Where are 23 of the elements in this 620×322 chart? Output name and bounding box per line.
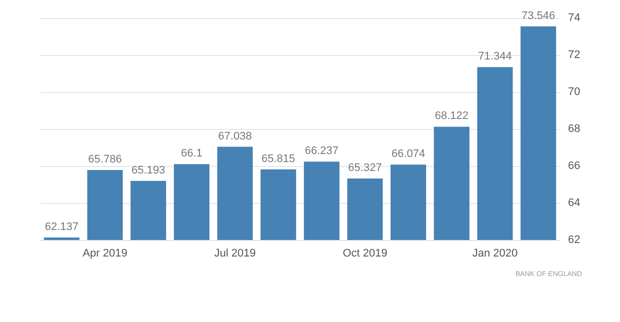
data-label: 67.038	[218, 130, 252, 142]
y-tick-label: 62	[568, 234, 580, 246]
data-label: 65.815	[262, 152, 296, 165]
data-label: 68.122	[434, 110, 468, 122]
data-label: 65.786	[88, 153, 122, 166]
x-tick-label: Jan 2020	[472, 248, 518, 260]
data-label: 66.074	[392, 148, 426, 160]
data-label: 65.193	[132, 164, 166, 176]
data-label: 66.1	[180, 148, 202, 160]
x-tick-label: Apr 2019	[82, 248, 128, 260]
data-label: 66.237	[304, 145, 338, 158]
x-tick-label: Jul 2019	[214, 248, 256, 260]
y-tick-label: 70	[568, 86, 580, 98]
x-tick-label: Oct 2019	[342, 248, 388, 260]
y-tick-label: 74	[568, 12, 580, 24]
data-label: 71.344	[478, 50, 512, 63]
y-tick-label: 64	[568, 197, 580, 209]
y-tick-label: 72	[568, 49, 580, 61]
y-tick-label: 66	[568, 160, 580, 172]
data-label: 65.327	[348, 162, 382, 174]
data-label: 73.546	[522, 10, 556, 22]
data-label: 62.137	[44, 220, 78, 233]
y-tick-label: 68	[568, 123, 580, 135]
